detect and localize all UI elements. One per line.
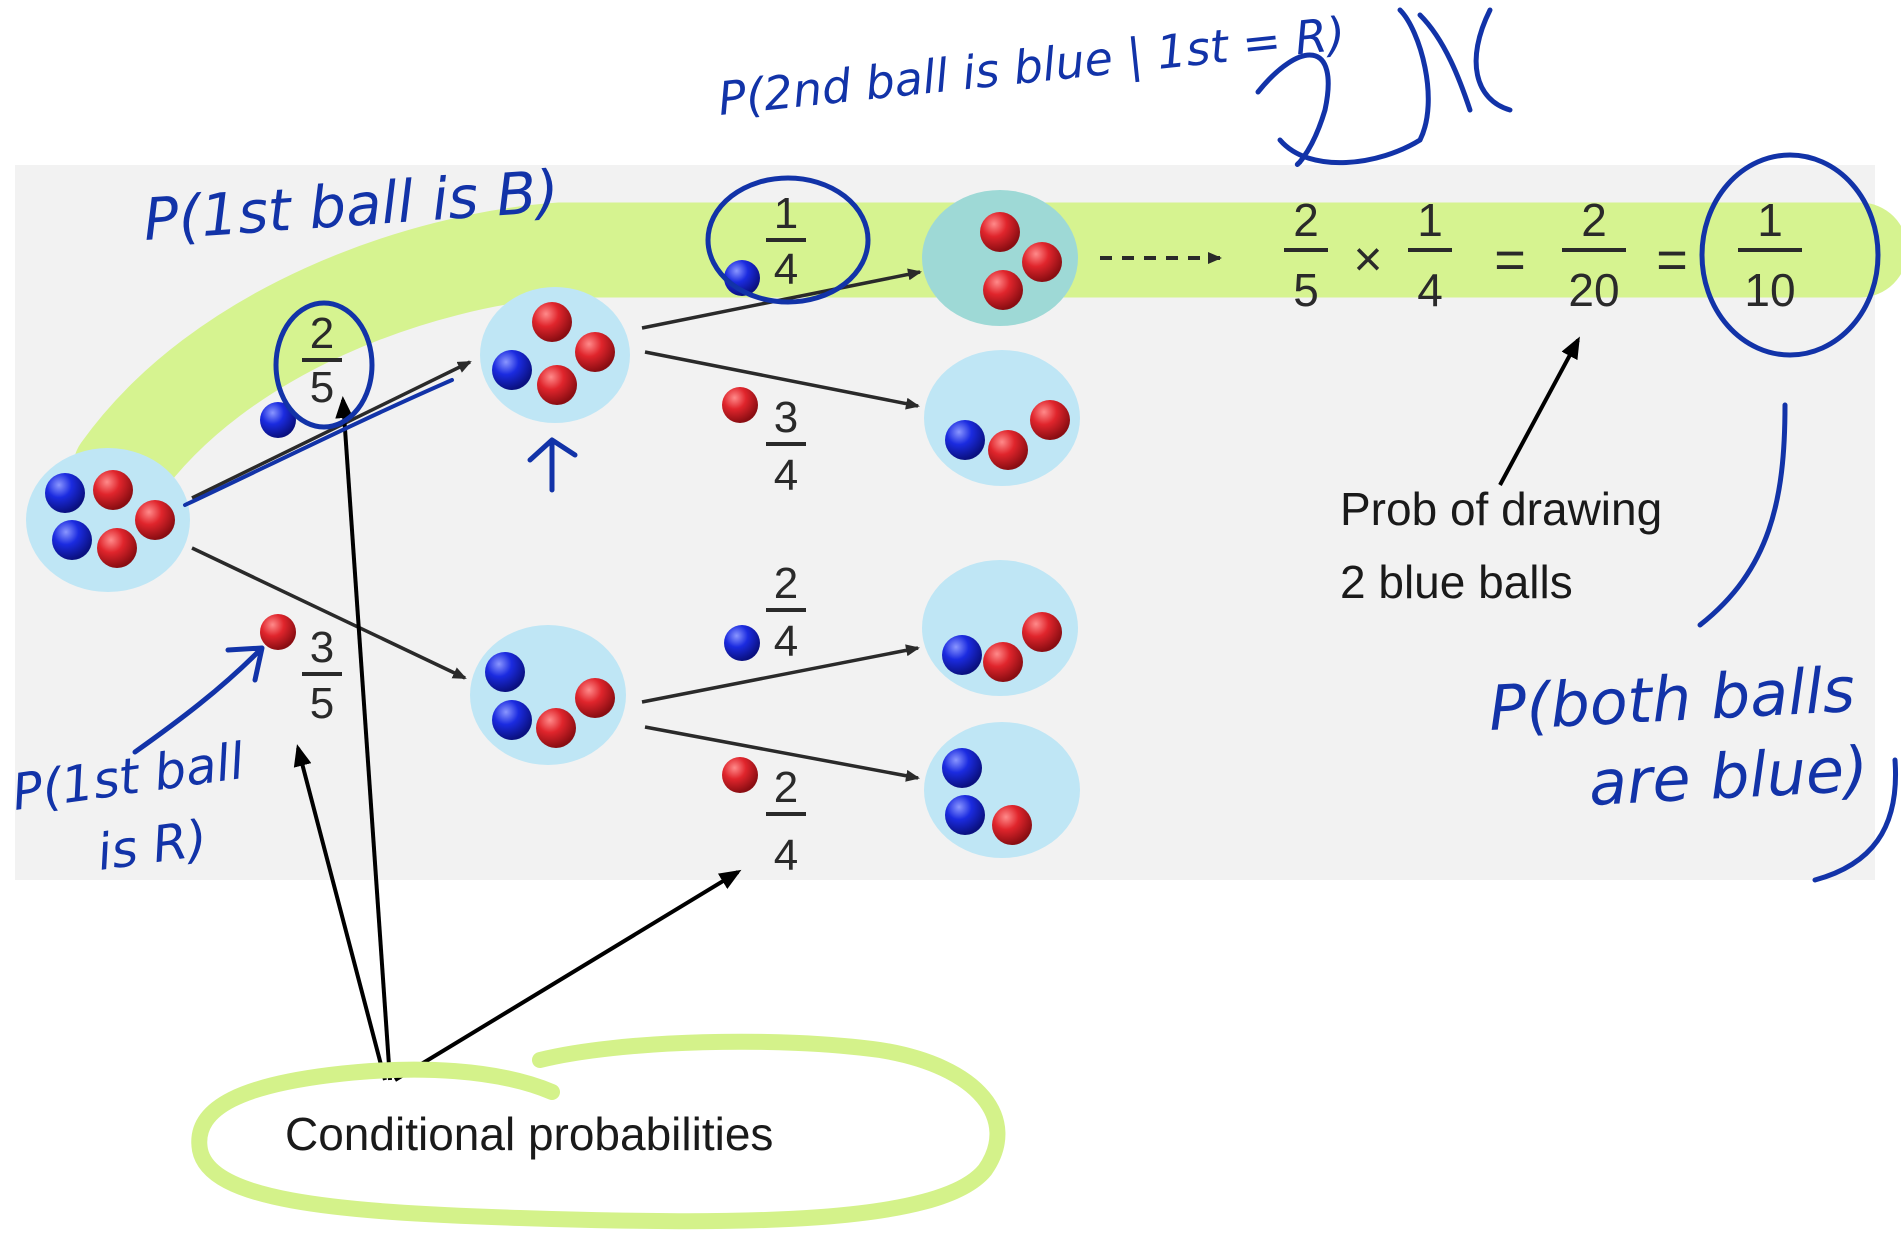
eq-a-den: 5 [1293,264,1319,316]
branch-blue-red [644,350,920,410]
eq-d-den: 10 [1744,264,1795,316]
fraction-denominator: 4 [774,831,798,880]
eq-b-num: 1 [1417,194,1443,246]
ball-blue [485,652,525,692]
ball-blue [945,420,985,460]
ink-swirl-top [1255,7,1431,167]
eq-times: × [1353,231,1382,287]
ball-red [537,365,577,405]
eq-b-den: 4 [1417,264,1443,316]
fraction-denominator: 4 [774,245,798,294]
eq-d-num: 1 [1757,194,1783,246]
fraction-second-blue-after-blue: 1 4 [766,189,806,294]
ball-red [536,708,576,748]
ball-red [575,678,615,718]
ball-blue [45,473,85,513]
ball-blue-label [724,625,760,661]
ball-blue [492,350,532,390]
ball-red [1022,612,1062,652]
prob-label-line1: Prob of drawing [1340,483,1662,535]
ball-red-label [722,387,758,423]
eq-equals-2: = [1656,230,1688,290]
ink-underline [183,378,454,507]
ball-red [983,270,1023,310]
fraction-second-red-after-red: 2 4 [766,763,806,880]
arrow-cond-3 [393,869,742,1082]
fraction-denominator: 5 [310,363,334,412]
ball-blue [52,520,92,560]
ball-red [988,430,1028,470]
leaf-blue-blue [922,190,1078,326]
ball-blue-label [260,402,296,438]
branch-root-blue [191,360,472,500]
branch-root-red [191,546,467,680]
fraction-first-blue: 2 5 [302,309,342,412]
ink-swirl-top-2 [1417,7,1513,113]
ball-blue [942,748,982,788]
fraction-numerator: 2 [774,559,798,608]
ball-red [575,332,615,372]
ball-red [97,528,137,568]
ink-bracket-right [1697,402,1788,628]
ball-red [1030,400,1070,440]
arrow-to-two-blue [1498,336,1580,486]
eq-c-den: 20 [1568,264,1619,316]
ink-up-arrow [527,437,578,493]
balls [45,212,1070,845]
ball-blue [945,795,985,835]
ball-red [532,302,572,342]
ball-red [135,500,175,540]
eq-a-num: 2 [1293,194,1319,246]
fraction-second-blue-after-red: 2 4 [766,559,806,666]
ball-red-label [722,757,758,793]
ink-circle-2-5 [273,300,375,430]
ball-red [980,212,1020,252]
arrow-cond-2 [335,396,392,1081]
fraction-numerator: 2 [310,309,334,358]
ball-red [983,642,1023,682]
fraction-numerator: 3 [774,393,798,442]
branch-red-blue [641,644,920,704]
fraction-denominator: 4 [774,617,798,666]
ball-red [1022,242,1062,282]
typed-annotations: Prob of drawing 2 blue balls Conditional… [285,483,1662,1160]
fraction-numerator: 1 [774,189,798,238]
conditional-label: Conditional probabilities [285,1108,773,1160]
eq-equals-1: = [1494,230,1526,290]
fraction-denominator: 4 [774,451,798,500]
prob-label-line2: 2 blue balls [1340,556,1573,608]
fraction-numerator: 2 [774,763,798,812]
branch-red-red [644,725,920,782]
label-p-second-blue: P(2nd ball is blue | 1st = R) [716,6,1348,127]
eq-c-num: 2 [1581,194,1607,246]
handwritten-marks [132,7,1899,883]
ball-red [93,470,133,510]
result-equation: 2 5 × 1 4 = 2 20 = 1 10 [1284,194,1802,316]
conditional-highlight-loop [191,1033,1006,1230]
fraction-first-red: 3 5 [302,623,342,728]
ink-pointer-first-red [132,645,265,755]
fraction-second-red-after-blue: 3 4 [766,393,806,500]
fraction-denominator: 5 [310,679,334,728]
ink-bracket-bottom [1812,757,1899,883]
fraction-numerator: 3 [310,623,334,672]
black-arrows [293,336,1580,1082]
branch-fractions: 2 5 3 5 1 4 3 4 2 4 2 4 [302,189,806,880]
ink-circle-1-10 [1699,152,1881,358]
ball-blue [942,635,982,675]
label-p-both-2: are blue) [1587,732,1870,820]
ink-circle-1-4 [705,175,871,305]
ball-blue [492,700,532,740]
arrow-cond-1 [293,744,387,1081]
ball-red-label [260,614,296,650]
ball-red [992,805,1032,845]
